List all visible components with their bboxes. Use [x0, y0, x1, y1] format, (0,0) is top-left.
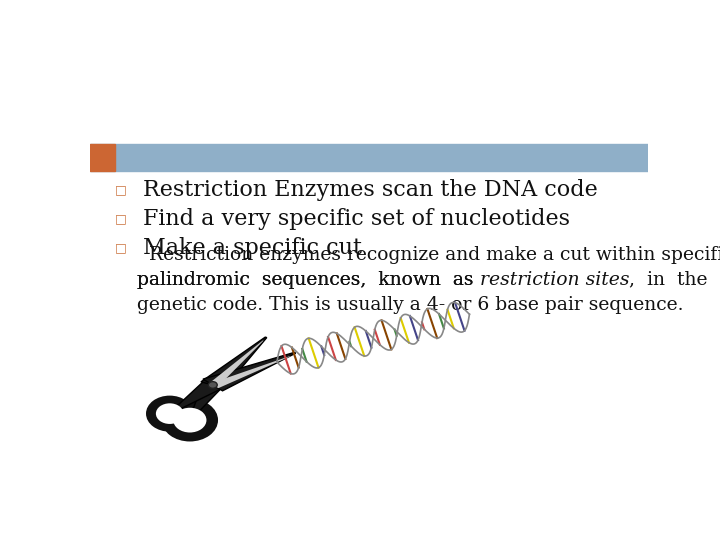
Circle shape [174, 408, 207, 433]
Bar [90, 144, 115, 171]
Text: palindromic  sequences,  known  as: palindromic sequences, known as [138, 271, 480, 288]
Polygon shape [201, 337, 267, 388]
Circle shape [208, 382, 217, 388]
Text: genetic code. This is usually a 4- or 6 base pair sequence.: genetic code. This is usually a 4- or 6 … [138, 295, 684, 314]
Text: restriction sites: restriction sites [480, 271, 629, 288]
Bar [90, 144, 648, 171]
Text: Make a specific cut: Make a specific cut [143, 237, 362, 259]
Polygon shape [189, 383, 223, 420]
Text: □: □ [114, 183, 127, 196]
Polygon shape [210, 356, 290, 388]
Text: Restriction enzymes recognize and make a cut within specific: Restriction enzymes recognize and make a… [138, 246, 720, 264]
Text: □: □ [114, 212, 127, 225]
Text: Find a very specific set of nucleotides: Find a very specific set of nucleotides [143, 208, 570, 230]
Text: palindromic  sequences,  known  as: palindromic sequences, known as [138, 271, 480, 288]
Text: □: □ [114, 241, 127, 254]
Polygon shape [210, 340, 264, 386]
Circle shape [148, 397, 192, 430]
Polygon shape [169, 382, 222, 414]
Circle shape [163, 400, 217, 440]
Text: Restriction Enzymes scan the DNA code: Restriction Enzymes scan the DNA code [143, 179, 598, 200]
Text: ,  in  the: , in the [629, 271, 708, 288]
Circle shape [156, 403, 184, 424]
Polygon shape [203, 353, 296, 391]
